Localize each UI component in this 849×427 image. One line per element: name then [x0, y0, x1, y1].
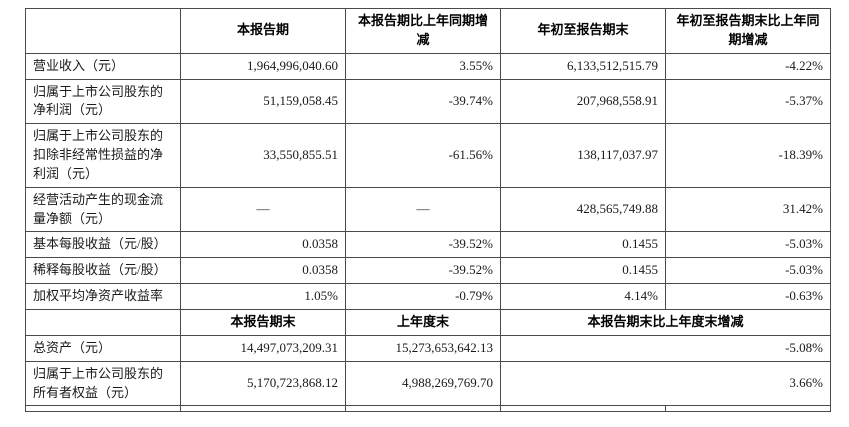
header-empty-cell [25, 308, 181, 336]
financial-summary-table: 本报告期 本报告期比上年同期增减 年初至报告期末 年初至报告期末比上年同期增减 … [25, 8, 831, 413]
cell-value: -5.03% [665, 231, 831, 259]
cell-value: -4.22% [665, 52, 831, 80]
row-label: 归属于上市公司股东的所有者权益（元） [25, 360, 181, 407]
row-label: 总资产（元） [25, 334, 181, 362]
cell-value: -61.56% [345, 123, 501, 188]
cell-value: -39.74% [345, 78, 501, 125]
cell-value: 6,133,512,515.79 [500, 52, 666, 80]
row-label: 基本每股收益（元/股） [25, 231, 181, 259]
cell-value: 1.05% [180, 283, 346, 310]
table-row-owners-equity: 归属于上市公司股东的所有者权益（元） 5,170,723,868.12 4,98… [25, 360, 831, 407]
cell-value: — [180, 186, 346, 233]
cell-value: 33,550,855.51 [180, 123, 346, 188]
cell-value: 428,565,749.88 [500, 186, 666, 233]
cell-value: 0.1455 [500, 231, 666, 259]
table-row-net-profit-excl-nonrecurring: 归属于上市公司股东的扣除非经常性损益的净利润（元） 33,550,855.51 … [25, 123, 831, 188]
header-ytd: 年初至报告期末 [500, 8, 666, 54]
cell-value: 3.55% [345, 52, 501, 80]
cell-value: -18.39% [665, 123, 831, 188]
cell-value: 31.42% [665, 186, 831, 233]
cell-value: 51,159,058.45 [180, 78, 346, 125]
row-label: 加权平均净资产收益率 [25, 283, 181, 310]
table-row-weighted-avg-roe: 加权平均净资产收益率 1.05% -0.79% 4.14% -0.63% [25, 283, 831, 310]
cell-value: 0.1455 [500, 257, 666, 285]
header-current-period-yoy: 本报告期比上年同期增减 [345, 8, 501, 54]
row-label: 稀释每股收益（元/股） [25, 257, 181, 285]
empty-row [25, 405, 831, 413]
header-current-period: 本报告期 [180, 8, 346, 54]
cell-value: -5.03% [665, 257, 831, 285]
cell-value: 207,968,558.91 [500, 78, 666, 125]
cell-value: 138,117,037.97 [500, 123, 666, 188]
cell-value: -5.08% [500, 334, 831, 362]
header-current-period-end: 本报告期末 [180, 308, 346, 336]
cell-value: -0.63% [665, 283, 831, 310]
row-label: 经营活动产生的现金流量净额（元） [25, 186, 181, 233]
cell-value: -39.52% [345, 257, 501, 285]
cell-value: 0.0358 [180, 257, 346, 285]
empty-cell [345, 405, 501, 413]
cell-value: 5,170,723,868.12 [180, 360, 346, 407]
empty-cell [25, 405, 181, 413]
table-row-basic-eps: 基本每股收益（元/股） 0.0358 -39.52% 0.1455 -5.03% [25, 231, 831, 259]
cell-value: 0.0358 [180, 231, 346, 259]
cell-value: 4,988,269,769.70 [345, 360, 501, 407]
header-eop-change: 本报告期末比上年度末增减 [500, 308, 831, 336]
table-row-operating-cash-flow: 经营活动产生的现金流量净额（元） — — 428,565,749.88 31.4… [25, 186, 831, 233]
empty-cell [180, 405, 346, 413]
cell-value: -0.79% [345, 283, 501, 310]
eop-header-row: 本报告期末 上年度末 本报告期末比上年度末增减 [25, 308, 831, 336]
table-row-net-profit: 归属于上市公司股东的净利润（元） 51,159,058.45 -39.74% 2… [25, 78, 831, 125]
cell-value: 4.14% [500, 283, 666, 310]
header-empty-cell [25, 8, 181, 54]
cell-value: 14,497,073,209.31 [180, 334, 346, 362]
empty-cell [500, 405, 666, 413]
row-label: 营业收入（元） [25, 52, 181, 80]
cell-value: 3.66% [500, 360, 831, 407]
empty-cell [665, 405, 831, 413]
table-row-diluted-eps: 稀释每股收益（元/股） 0.0358 -39.52% 0.1455 -5.03% [25, 257, 831, 285]
row-label: 归属于上市公司股东的扣除非经常性损益的净利润（元） [25, 123, 181, 188]
header-ytd-yoy: 年初至报告期末比上年同期增减 [665, 8, 831, 54]
cell-value: -39.52% [345, 231, 501, 259]
cell-value: 15,273,653,642.13 [345, 334, 501, 362]
cell-value: -5.37% [665, 78, 831, 125]
period-header-row: 本报告期 本报告期比上年同期增减 年初至报告期末 年初至报告期末比上年同期增减 [25, 8, 831, 54]
table-row-total-assets: 总资产（元） 14,497,073,209.31 15,273,653,642.… [25, 334, 831, 362]
cell-value: 1,964,996,040.60 [180, 52, 346, 80]
row-label: 归属于上市公司股东的净利润（元） [25, 78, 181, 125]
cell-value: — [345, 186, 501, 233]
header-prior-year-end: 上年度末 [345, 308, 501, 336]
table-row-revenue: 营业收入（元） 1,964,996,040.60 3.55% 6,133,512… [25, 52, 831, 80]
